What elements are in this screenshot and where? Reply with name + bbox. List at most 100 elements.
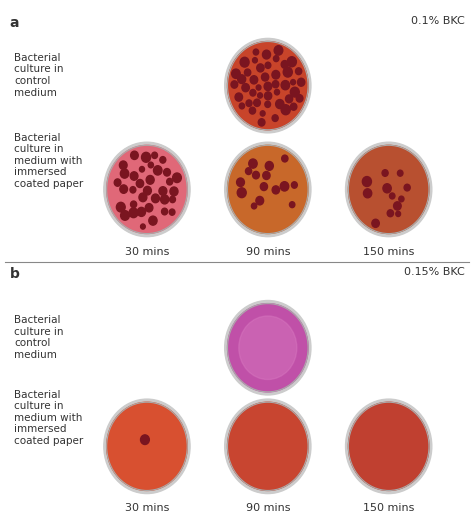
Circle shape (249, 159, 257, 168)
Circle shape (287, 57, 296, 67)
Circle shape (285, 95, 292, 103)
Circle shape (141, 224, 145, 229)
Circle shape (237, 178, 245, 186)
Circle shape (240, 57, 249, 67)
Text: b: b (9, 267, 19, 281)
Circle shape (246, 168, 252, 174)
Circle shape (348, 145, 429, 234)
Text: a: a (9, 16, 19, 30)
Circle shape (246, 100, 252, 106)
Circle shape (264, 92, 272, 100)
Circle shape (173, 173, 182, 183)
Circle shape (239, 103, 245, 109)
Circle shape (372, 219, 379, 227)
Circle shape (260, 183, 267, 190)
Circle shape (242, 84, 249, 92)
Circle shape (152, 152, 157, 158)
Circle shape (245, 69, 251, 76)
Circle shape (274, 89, 280, 95)
Circle shape (393, 202, 401, 210)
Circle shape (258, 93, 263, 98)
Text: 150 mins: 150 mins (363, 247, 414, 256)
Circle shape (273, 56, 279, 62)
Circle shape (235, 93, 243, 101)
Circle shape (390, 193, 395, 199)
Circle shape (237, 188, 246, 198)
Circle shape (107, 145, 187, 234)
Circle shape (162, 208, 168, 215)
Circle shape (283, 67, 292, 77)
Circle shape (262, 73, 269, 81)
Circle shape (167, 179, 173, 185)
Text: Bacterial
culture in
control
medium: Bacterial culture in control medium (14, 53, 64, 98)
Circle shape (251, 203, 257, 209)
Circle shape (228, 145, 308, 234)
Circle shape (298, 78, 305, 86)
Circle shape (260, 111, 265, 116)
Circle shape (291, 103, 297, 110)
Circle shape (296, 94, 303, 102)
Circle shape (364, 189, 372, 198)
Circle shape (225, 38, 311, 133)
Circle shape (231, 81, 237, 88)
Text: Bacterial
culture in
control
medium: Bacterial culture in control medium (14, 315, 64, 360)
Circle shape (146, 175, 154, 184)
Circle shape (265, 62, 271, 69)
Circle shape (256, 85, 261, 90)
Circle shape (258, 119, 265, 126)
Circle shape (130, 172, 138, 180)
Circle shape (254, 99, 260, 106)
Circle shape (272, 80, 279, 88)
Circle shape (257, 64, 264, 72)
Text: 150 mins: 150 mins (363, 503, 414, 513)
Circle shape (170, 187, 178, 196)
Circle shape (272, 186, 280, 194)
Circle shape (265, 101, 271, 107)
Circle shape (281, 80, 290, 90)
Circle shape (232, 69, 240, 78)
Circle shape (120, 211, 129, 220)
Circle shape (292, 182, 297, 188)
Text: Bacterial
culture in
medium with
immersed
coated paper: Bacterial culture in medium with immerse… (14, 133, 83, 189)
Circle shape (253, 58, 257, 63)
Circle shape (272, 71, 280, 79)
Circle shape (383, 184, 391, 193)
Circle shape (119, 161, 127, 169)
Circle shape (263, 50, 271, 59)
Circle shape (274, 46, 283, 55)
Circle shape (104, 399, 190, 494)
Circle shape (160, 157, 166, 163)
Circle shape (170, 196, 175, 202)
Circle shape (169, 209, 175, 215)
Circle shape (139, 193, 147, 202)
Circle shape (228, 42, 308, 130)
Circle shape (276, 100, 284, 108)
Circle shape (290, 202, 295, 208)
Circle shape (225, 301, 311, 395)
Circle shape (249, 107, 255, 114)
Text: 90 mins: 90 mins (246, 503, 290, 513)
Text: 30 mins: 30 mins (125, 247, 169, 256)
Circle shape (256, 196, 264, 205)
Circle shape (130, 187, 136, 193)
Circle shape (140, 435, 149, 444)
Text: Bacterial
culture in
medium with
immersed
coated paper: Bacterial culture in medium with immerse… (14, 390, 83, 446)
Circle shape (228, 304, 308, 392)
Circle shape (120, 169, 129, 178)
Circle shape (290, 87, 299, 97)
Circle shape (114, 179, 121, 186)
Circle shape (282, 155, 288, 162)
Circle shape (225, 399, 311, 494)
Circle shape (120, 185, 128, 193)
Circle shape (129, 208, 138, 217)
Circle shape (263, 171, 270, 180)
Circle shape (139, 167, 145, 172)
Circle shape (280, 182, 289, 191)
Circle shape (137, 208, 146, 216)
Circle shape (265, 161, 273, 170)
Circle shape (253, 49, 259, 55)
Circle shape (107, 402, 187, 490)
Circle shape (399, 196, 404, 202)
Circle shape (239, 316, 297, 379)
Circle shape (281, 61, 288, 69)
